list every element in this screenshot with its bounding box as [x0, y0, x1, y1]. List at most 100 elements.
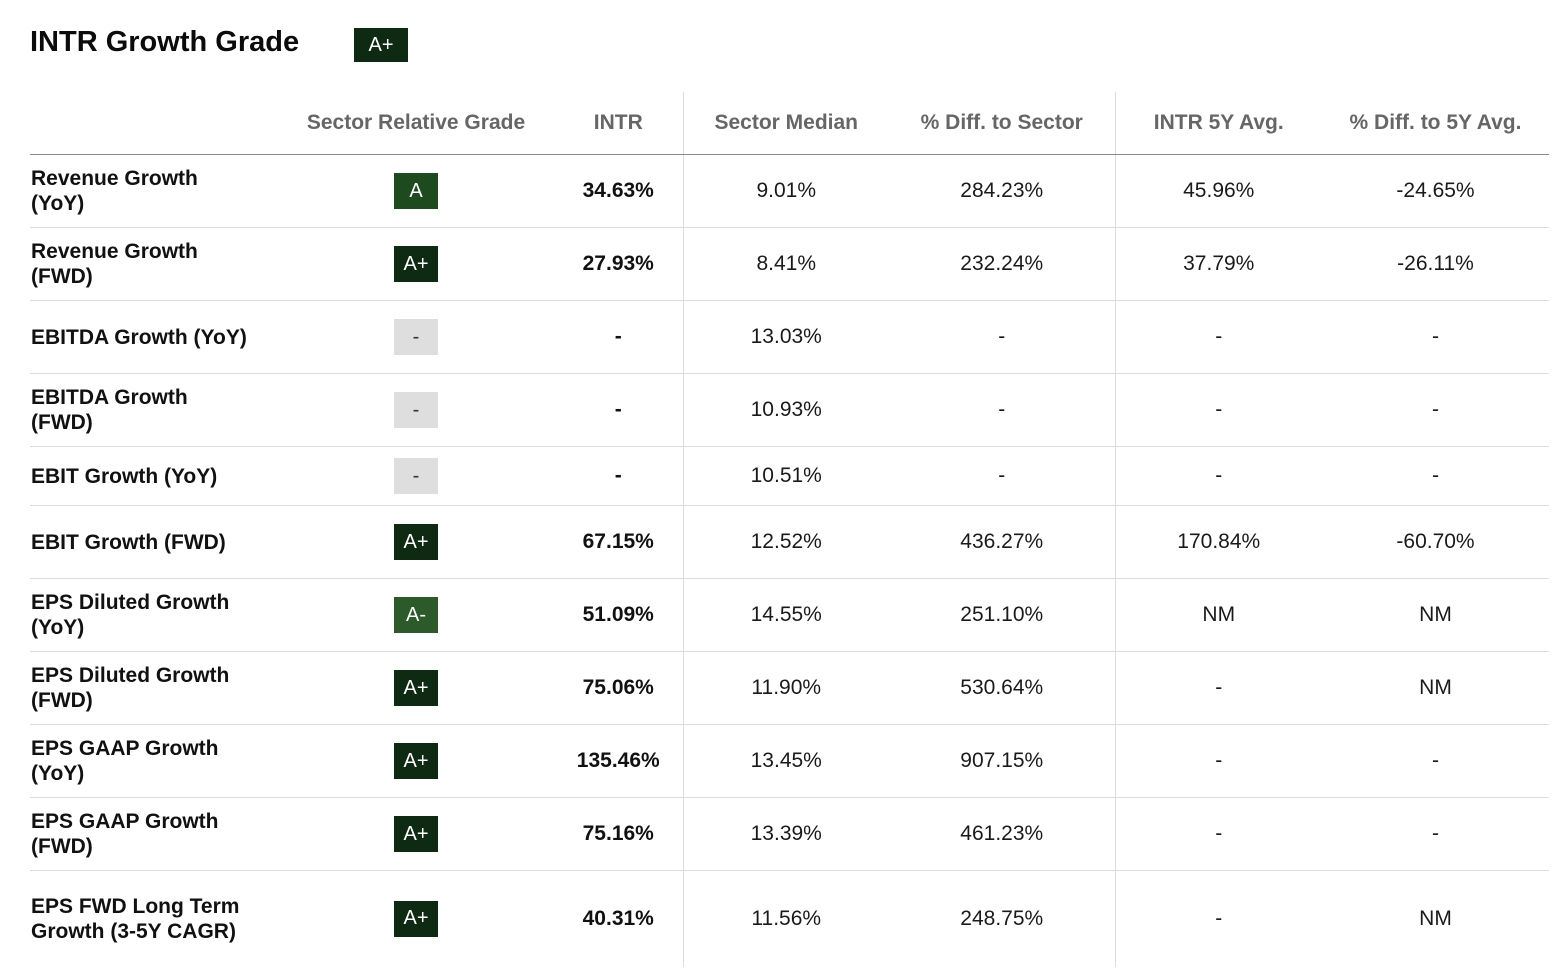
row-diff-to-sector: -: [889, 300, 1115, 374]
metric-label-text: EPS Diluted Growth (FWD): [31, 664, 230, 712]
table-row: EBITDA Growth (FWD) - -10.93% - - -: [30, 373, 1549, 447]
grade-badge: A+: [394, 900, 438, 937]
row-grade-cell: A+: [278, 505, 554, 579]
metric-label-text: Revenue Growth (FWD): [31, 240, 198, 288]
table-row: EPS GAAP Growth (YoY) A+ 135.46% 13.45% 907.…: [30, 724, 1549, 798]
row-diff-to-5y-avg: -: [1322, 300, 1549, 374]
col-header-diff-to-5y-avg: % Diff. to 5Y Avg.: [1322, 92, 1549, 155]
table-row: EBIT Growth (FWD) A+ 67.15% 12.52% 436.27% 17…: [30, 505, 1549, 579]
row-intr-value: -: [554, 446, 683, 506]
row-grade-cell: A+: [278, 724, 554, 798]
metric-label-text: EPS FWD Long Term Growth (3-5Y CAGR): [31, 894, 240, 943]
row-diff-to-5y-avg: NM: [1322, 578, 1549, 652]
metric-label-text: EBITDA Growth (YoY): [31, 325, 247, 349]
metric-label-text: EPS GAAP Growth (YoY): [31, 737, 219, 785]
grade-badge: A+: [394, 743, 438, 779]
row-diff-to-5y-avg: -: [1322, 446, 1549, 506]
grade-badge: A+: [394, 524, 438, 560]
col-header-metric: [30, 92, 278, 155]
row-5y-avg: -: [1114, 651, 1322, 725]
row-5y-avg: -: [1114, 870, 1322, 967]
row-sector-median: 9.01%: [682, 154, 889, 228]
row-metric-label: EPS GAAP Growth (FWD): [30, 797, 278, 871]
row-intr-value: 75.16%: [554, 797, 683, 871]
row-diff-to-sector: -: [889, 373, 1115, 447]
row-grade-cell: A-: [278, 578, 554, 652]
row-diff-to-sector: 251.10%: [889, 578, 1115, 652]
row-diff-to-5y-avg: -60.70%: [1322, 505, 1549, 579]
row-intr-value: 67.15%: [554, 505, 683, 579]
row-sector-median: 11.90%: [682, 651, 889, 725]
row-diff-to-5y-avg: NM: [1322, 651, 1549, 725]
row-sector-median: 14.55%: [682, 578, 889, 652]
table-row: EPS Diluted Growth (FWD) A+ 75.06% 11.90% 53…: [30, 651, 1549, 725]
row-diff-to-sector: 436.27%: [889, 505, 1115, 579]
grade-badge: A+: [394, 816, 438, 852]
row-metric-label: Revenue Growth (YoY): [30, 154, 278, 228]
row-metric-label: EBITDA Growth (YoY): [30, 300, 278, 374]
row-metric-label: EBITDA Growth (FWD): [30, 373, 278, 447]
grade-badge: A-: [394, 597, 438, 633]
row-diff-to-5y-avg: -: [1322, 797, 1549, 871]
row-sector-median: 8.41%: [682, 227, 889, 301]
table-row: EPS GAAP Growth (FWD) A+ 75.16% 13.39% 461.2…: [30, 797, 1549, 871]
row-sector-median: 13.39%: [682, 797, 889, 871]
row-grade-cell: -: [278, 446, 554, 506]
row-diff-to-5y-avg: -: [1322, 373, 1549, 447]
row-diff-to-5y-avg: -24.65%: [1322, 154, 1549, 228]
row-sector-median: 10.51%: [682, 446, 889, 506]
row-5y-avg: -: [1114, 373, 1322, 447]
metric-label-text: EPS GAAP Growth (FWD): [31, 810, 219, 858]
row-intr-value: 40.31%: [582, 906, 654, 930]
row-intr-value: 135.46%: [554, 724, 683, 798]
row-5y-avg: NM: [1114, 578, 1322, 652]
row-sector-median: 13.03%: [682, 300, 889, 374]
col-header-sector-median: Sector Median: [682, 92, 889, 155]
metric-label-text: EPS Diluted Growth (YoY): [31, 591, 230, 639]
row-sector-median: 13.45%: [682, 724, 889, 798]
grade-badge: A+: [394, 246, 438, 282]
row-intr-value: -: [554, 300, 683, 374]
row-metric-label: EPS GAAP Growth (YoY): [30, 724, 278, 798]
page-title: INTR Growth Grade: [30, 26, 300, 58]
row-diff-to-sector: -: [889, 446, 1115, 506]
table-row: EBIT Growth (YoY) - -10.51% - - -: [30, 446, 1549, 506]
row-grade-cell: A+: [278, 651, 554, 725]
page-header: INTR Growth Grade A+: [30, 26, 530, 66]
grade-badge: -: [394, 458, 438, 494]
grade-badge: A: [394, 173, 438, 209]
row-sector-median: 10.93%: [682, 373, 889, 447]
row-grade-cell: A+: [278, 871, 554, 967]
row-grade-cell: A: [278, 154, 554, 228]
col-header-diff-to-sector: % Diff. to Sector: [889, 92, 1115, 155]
row-metric-label: EBIT Growth (FWD): [30, 505, 278, 579]
row-metric-label: EPS Diluted Growth (FWD): [30, 651, 278, 725]
row-diff-to-5y-avg: -: [1322, 724, 1549, 798]
table-row: EPS Diluted Growth (YoY) A- 51.09% 14.55% 25…: [30, 578, 1549, 652]
row-diff-to-sector: 530.64%: [889, 651, 1115, 725]
row-intr-value: 51.09%: [554, 578, 683, 652]
row-5y-avg: 37.79%: [1114, 227, 1322, 301]
row-diff-to-sector: 232.24%: [889, 227, 1115, 301]
row-5y-avg: -: [1114, 724, 1322, 798]
grade-badge: -: [394, 392, 438, 428]
row-5y-avg: -: [1114, 797, 1322, 871]
growth-grade-table: Sector Relative Grade INTR Sector Median…: [30, 92, 1549, 967]
row-metric-label: EPS FWD Long Term Growth (3-5Y CAGR): [30, 871, 278, 967]
col-header-intr: INTR: [554, 92, 683, 155]
row-grade-cell: A+: [278, 227, 554, 301]
col-header-sector-relative-grade: Sector Relative Grade: [278, 92, 554, 155]
table-row: EPS FWD Long Term Growth (3-5Y CAGR) A+ 40…: [30, 870, 1549, 967]
row-diff-to-sector: 284.23%: [889, 154, 1115, 228]
row-grade-cell: -: [278, 373, 554, 447]
row-sector-median: 11.56%: [682, 870, 889, 967]
row-diff-to-5y-avg: -26.11%: [1322, 227, 1549, 301]
grade-badge: -: [394, 319, 438, 355]
metric-label-text: EBIT Growth (FWD): [31, 530, 226, 554]
table-row: Revenue Growth (YoY) A 34.63% 9.01% 284.23% 4…: [30, 154, 1549, 228]
row-intr-value: 75.06%: [554, 651, 683, 725]
col-header-5y-avg: INTR 5Y Avg.: [1114, 92, 1322, 155]
metric-label-text: EBITDA Growth (FWD): [31, 386, 188, 434]
row-grade-cell: -: [278, 300, 554, 374]
row-5y-avg: -: [1114, 446, 1322, 506]
